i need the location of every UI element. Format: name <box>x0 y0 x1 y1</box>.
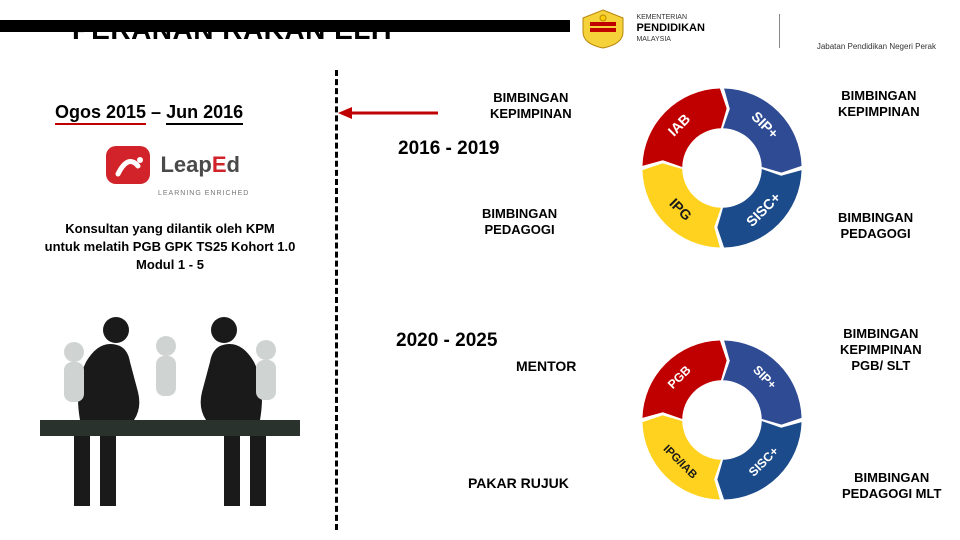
subagency-label: Jabatan Pendidikan Negeri Perak <box>817 42 936 51</box>
period-1-label: 2016 - 2019 <box>390 136 507 162</box>
donut-chart-1: IABSIP+SISC+IPG <box>632 78 812 258</box>
d2-callout-br: BIMBINGANPEDAGOGI MLT <box>842 470 941 502</box>
leaped-wordmark: LeapEd <box>160 152 240 178</box>
leaped-badge-icon <box>100 140 156 190</box>
leaped-tagline: LEARNING ENRICHED <box>100 190 280 197</box>
ministry-logo-area: KEMENTERIAN PENDIDIKAN MALAYSIA Jabatan … <box>578 8 948 54</box>
d2-callout-tl: MENTOR <box>516 358 576 374</box>
period-2-label: 2020 - 2025 <box>388 328 505 354</box>
phase1-date-range: Ogos 2015 – Jun 2016 <box>55 102 243 123</box>
d1-callout-bl: BIMBINGANPEDAGOGI <box>482 206 557 238</box>
d1-callout-tr: BIMBINGANKEPIMPINAN <box>838 88 920 120</box>
page-title: PERANAN RAKAN ELIT <box>72 14 397 46</box>
meeting-silhouette <box>40 270 300 520</box>
crest-icon <box>578 8 628 50</box>
vertical-dashed-divider <box>335 70 338 530</box>
d2-callout-tr: BIMBINGANKEPIMPINANPGB/ SLT <box>840 326 922 374</box>
d1-callout-br: BIMBINGANPEDAGOGI <box>838 210 913 242</box>
header-divider <box>779 14 780 48</box>
d1-callout-tl: BIMBINGANKEPIMPINAN <box>490 90 572 122</box>
d2-callout-bl: PAKAR RUJUK <box>468 475 569 491</box>
phase1-description: Konsultan yang dilantik oleh KPM untuk m… <box>10 220 330 274</box>
back-arrow-icon <box>338 105 438 121</box>
leaped-logo: LeapEd LEARNING ENRICHED <box>100 140 280 200</box>
donut-chart-2: PGBSIP+SISC+IPG/IAB <box>632 330 812 510</box>
ministry-text: KEMENTERIAN PENDIDIKAN MALAYSIA <box>632 13 704 45</box>
